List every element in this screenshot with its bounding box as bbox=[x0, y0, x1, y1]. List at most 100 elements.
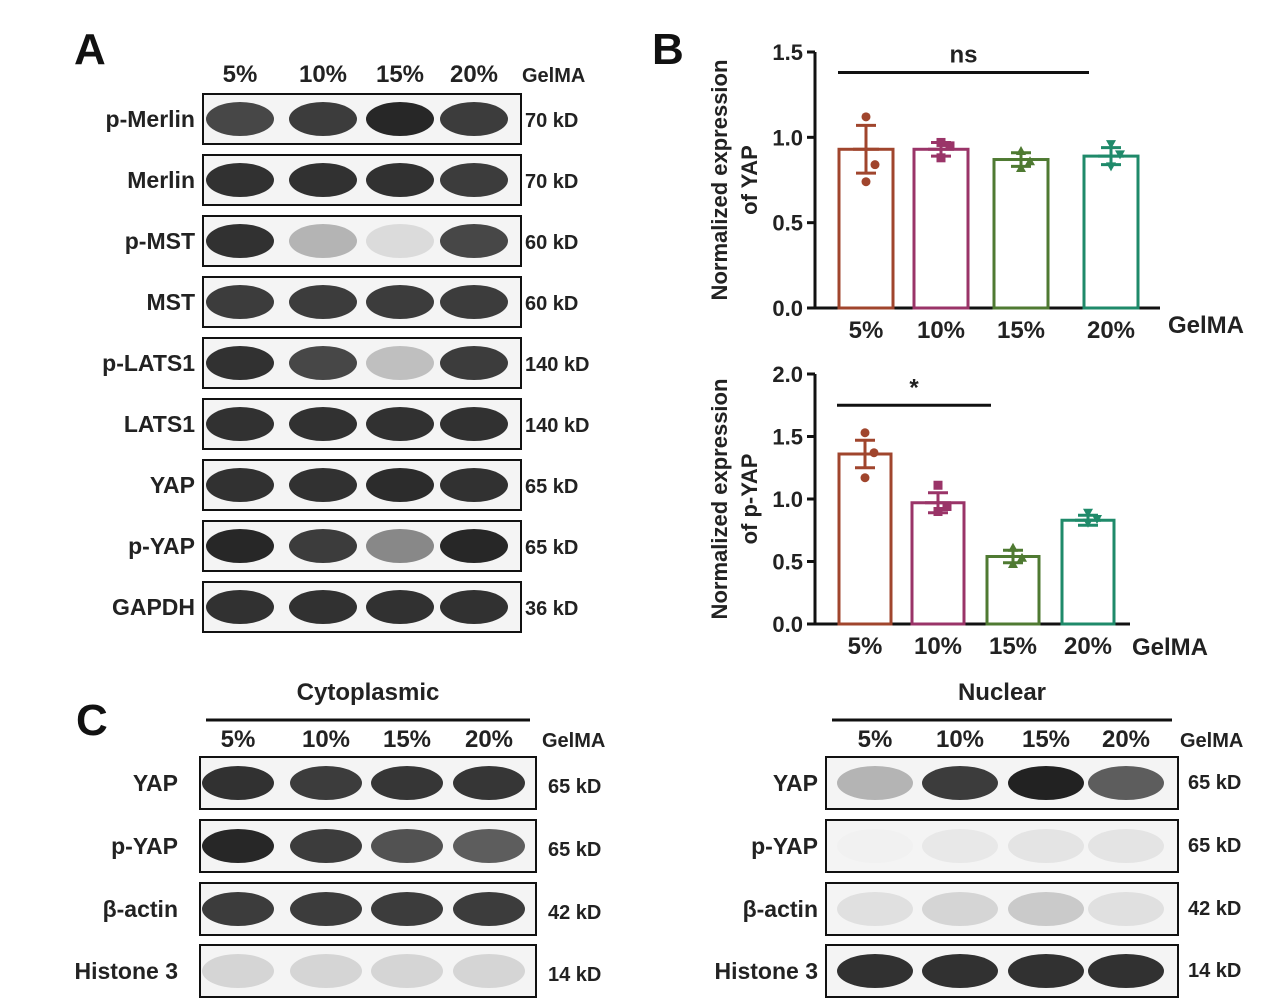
blot-band bbox=[206, 224, 274, 258]
blot-band bbox=[366, 407, 434, 441]
blot-band bbox=[206, 468, 274, 502]
bar bbox=[992, 158, 1050, 310]
blot-band bbox=[289, 590, 357, 624]
blot-band bbox=[371, 892, 443, 926]
blot-band bbox=[440, 285, 508, 319]
blot-row-label: GAPDH bbox=[112, 594, 195, 620]
blot-band bbox=[440, 224, 508, 258]
molecular-weight-label: 70 kD bbox=[525, 110, 578, 132]
molecular-weight-label: 65 kD bbox=[548, 839, 601, 861]
blot-band bbox=[837, 829, 913, 863]
blot-band bbox=[206, 407, 274, 441]
molecular-weight-label: 65 kD bbox=[548, 776, 601, 798]
data-point bbox=[1115, 150, 1125, 160]
blot-band bbox=[206, 529, 274, 563]
molecular-weight-label: 65 kD bbox=[1188, 835, 1241, 857]
chart-p-yap: 0.0 0.5 1.0 1.5 2.0 Normalized expression of p… bbox=[707, 362, 1208, 661]
blot-nuclear: 5% 10% 15% 20% GelMA Nuclear YAP 65 kD p-YAP 65 k… bbox=[714, 679, 1243, 998]
molecular-weight-label: 60 kD bbox=[525, 232, 578, 254]
blot-band bbox=[837, 892, 913, 926]
significance-label: * bbox=[909, 374, 919, 401]
blot-band bbox=[206, 346, 274, 380]
data-point bbox=[870, 160, 880, 170]
data-point bbox=[1008, 542, 1018, 552]
blot-band bbox=[289, 346, 357, 380]
blot-band bbox=[440, 468, 508, 502]
bar bbox=[912, 147, 970, 310]
blot-band bbox=[290, 892, 362, 926]
blot-band bbox=[206, 102, 274, 136]
data-point bbox=[933, 480, 943, 490]
y-tick-label: 2.0 bbox=[772, 362, 803, 387]
lane-label: 5% bbox=[221, 726, 256, 753]
bar bbox=[837, 147, 895, 310]
x-tick-label: 15% bbox=[997, 317, 1045, 344]
x-tick-label: 15% bbox=[989, 633, 1037, 660]
blot-band bbox=[1088, 954, 1164, 988]
blot-band bbox=[371, 766, 443, 800]
blot-row-label: YAP bbox=[773, 770, 818, 796]
blot-band bbox=[440, 346, 508, 380]
blot-band bbox=[206, 163, 274, 197]
blot-band bbox=[202, 766, 274, 800]
blot-band bbox=[289, 529, 357, 563]
bar bbox=[837, 452, 893, 626]
molecular-weight-label: 42 kD bbox=[1188, 898, 1241, 920]
molecular-weight-label: 65 kD bbox=[525, 476, 578, 498]
data-point bbox=[1083, 518, 1093, 528]
x-tick-label: 10% bbox=[917, 317, 965, 344]
molecular-weight-label: 140 kD bbox=[525, 415, 590, 437]
data-point bbox=[869, 448, 879, 458]
blot-band bbox=[206, 590, 274, 624]
blot-band bbox=[289, 285, 357, 319]
x-tick-label: 5% bbox=[848, 633, 883, 660]
molecular-weight-label: 70 kD bbox=[525, 171, 578, 193]
y-axis-label: Normalized expression bbox=[707, 60, 732, 301]
blot-band bbox=[922, 766, 998, 800]
blot-band bbox=[366, 163, 434, 197]
blot-band bbox=[1008, 766, 1084, 800]
blot-band bbox=[922, 829, 998, 863]
blot-band bbox=[202, 829, 274, 863]
lane-label: 15% bbox=[1022, 726, 1070, 753]
blot-band bbox=[440, 590, 508, 624]
data-point bbox=[1008, 559, 1018, 568]
molecular-weight-label: 14 kD bbox=[1188, 960, 1241, 982]
blot-cytoplasmic: 5% 10% 15% 20% GelMA Cytoplasmic YAP 65 kD p-YAP… bbox=[74, 679, 605, 998]
data-point bbox=[1106, 140, 1116, 150]
y-axis-label: of YAP bbox=[737, 145, 762, 215]
data-point bbox=[1017, 552, 1027, 562]
blot-row-label: p-YAP bbox=[111, 833, 178, 859]
blot-band bbox=[922, 892, 998, 926]
data-point bbox=[860, 473, 870, 483]
blot-row-label: Merlin bbox=[127, 167, 195, 193]
bar bbox=[1082, 154, 1140, 310]
blot-row-label: p-LATS1 bbox=[102, 350, 195, 376]
panel-a-letter: A bbox=[74, 25, 106, 74]
chart-yap: 0.0 0.5 1.0 1.5 Normalized expression of YAP 5… bbox=[707, 40, 1244, 344]
y-tick-label: 1.5 bbox=[772, 40, 803, 65]
lane-label: 5% bbox=[858, 726, 893, 753]
blot-band bbox=[289, 468, 357, 502]
panel-b-letter: B bbox=[652, 25, 684, 74]
data-point bbox=[936, 153, 946, 163]
data-point bbox=[1016, 145, 1026, 155]
lane-label: 5% bbox=[223, 61, 258, 88]
panel-c-letter: C bbox=[76, 696, 108, 745]
y-tick-label: 1.0 bbox=[772, 487, 803, 512]
blot-band bbox=[290, 954, 362, 988]
blot-band bbox=[289, 163, 357, 197]
blot-band bbox=[371, 954, 443, 988]
molecular-weight-label: 60 kD bbox=[525, 293, 578, 315]
molecular-weight-label: 42 kD bbox=[548, 902, 601, 924]
x-axis-suffix: GelMA bbox=[1132, 634, 1208, 661]
blot-row-label: p-YAP bbox=[751, 833, 818, 859]
gelma-label: GelMA bbox=[1180, 730, 1243, 752]
lane-label: 10% bbox=[936, 726, 984, 753]
molecular-weight-label: 140 kD bbox=[525, 354, 590, 376]
blot-band bbox=[289, 224, 357, 258]
blot-row-label: p-MST bbox=[125, 228, 195, 254]
x-tick-label: 20% bbox=[1087, 317, 1135, 344]
blot-row-label: YAP bbox=[133, 770, 178, 796]
